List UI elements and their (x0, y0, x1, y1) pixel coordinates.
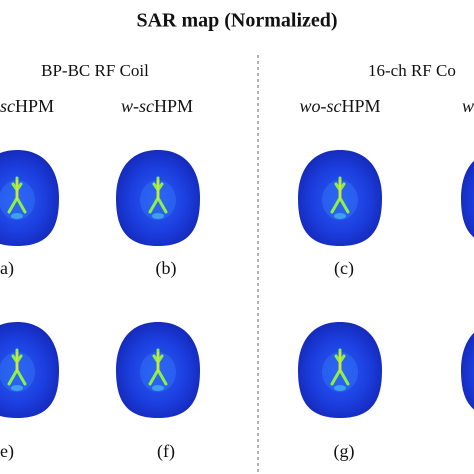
panel-label: (f) (157, 441, 175, 462)
column-prefix: w (462, 96, 474, 116)
panel-label: (b) (156, 258, 177, 279)
column-suffix: HPM (154, 96, 193, 116)
coil-label: 16-ch RF Co (368, 61, 456, 80)
sar-map (0, 320, 61, 420)
column-label: w (462, 96, 474, 116)
coil-label: BP-BC RF Coil (41, 61, 149, 80)
column-suffix: HPM (15, 96, 54, 116)
column-prefix: sc (0, 96, 15, 116)
panel-label: (g) (334, 441, 355, 462)
panel-label: a) (0, 258, 14, 279)
figure-title: SAR map (Normalized) (136, 10, 337, 32)
sar-map (114, 148, 202, 248)
column-prefix: wo-sc (299, 96, 341, 116)
column-label: w-scHPM (121, 96, 193, 116)
column-prefix: w-sc (121, 96, 154, 116)
column-label: wo-scHPM (299, 96, 380, 116)
sar-map (114, 320, 202, 420)
panel-label: e) (0, 441, 14, 462)
sar-map (459, 148, 474, 248)
sar-map (459, 320, 474, 420)
sar-map (296, 320, 384, 420)
column-label: scHPM (0, 96, 54, 116)
panel-label: (c) (334, 258, 354, 279)
column-suffix: HPM (341, 96, 380, 116)
sar-map (0, 148, 61, 248)
sar-map (296, 148, 384, 248)
